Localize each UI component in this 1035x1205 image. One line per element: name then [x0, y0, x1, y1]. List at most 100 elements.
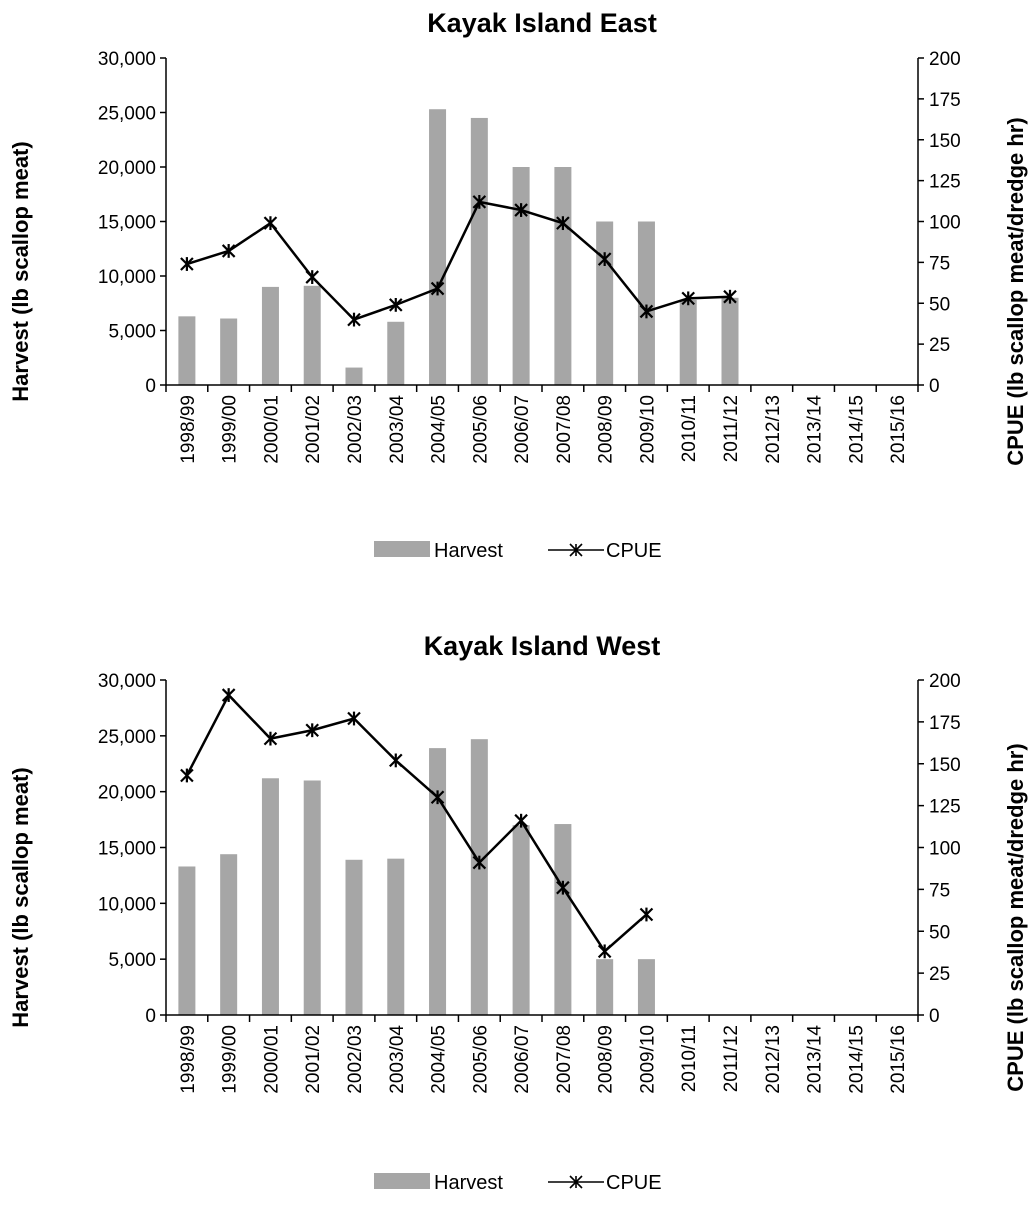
right-tick-label: 100	[929, 839, 961, 860]
x-tick-label: 2010/11	[679, 1025, 700, 1092]
x-tick-label: 2002/03	[345, 1025, 366, 1094]
x-tick-label: 2012/13	[763, 395, 784, 464]
harvest-bar	[554, 824, 572, 1015]
x-tick-label: 2007/08	[554, 395, 575, 464]
legend-cpue-marker	[569, 543, 583, 557]
harvest-bar	[637, 221, 655, 385]
cpue-point	[556, 880, 570, 895]
chart-title: Kayak Island East	[427, 8, 657, 38]
cpue-point	[556, 216, 570, 231]
harvest-bar	[261, 778, 279, 1015]
x-tick-label: 2011/12	[721, 395, 742, 462]
x-tick-label: 2003/04	[387, 395, 408, 464]
right-tick-label: 50	[929, 922, 950, 943]
left-tick-label: 25,000	[98, 727, 156, 748]
left-tick-label: 30,000	[98, 49, 156, 70]
cpue-point	[180, 768, 194, 783]
harvest-bar	[429, 109, 447, 385]
harvest-bar	[512, 167, 530, 385]
right-tick-label: 200	[929, 49, 961, 70]
harvest-bar	[178, 316, 196, 385]
left-axis-title: Harvest (lb scallop meat)	[8, 141, 33, 401]
cpue-point	[263, 731, 278, 746]
harvest-bar	[387, 321, 405, 385]
right-tick-label: 0	[929, 376, 940, 397]
chart-kayak-island-west: Kayak Island West 0 5,000 10,000 15,000 20,00…	[8, 631, 1028, 1194]
left-tick-label: 25,000	[98, 104, 156, 125]
right-tick-label: 175	[929, 90, 961, 111]
harvest-bar	[345, 367, 363, 385]
left-tick-label: 30,000	[98, 671, 156, 692]
left-tick-label: 5,000	[108, 950, 156, 971]
right-tick-label: 200	[929, 671, 961, 692]
harvest-bar	[303, 285, 321, 385]
x-tick-label: 1998/99	[178, 395, 199, 464]
harvest-bar	[261, 286, 279, 385]
right-tick-label: 0	[929, 1006, 940, 1027]
left-tick-label: 20,000	[98, 783, 156, 804]
x-tick-label: 2013/14	[805, 1025, 826, 1094]
x-tick-label: 2005/06	[470, 395, 491, 464]
harvest-bar	[470, 739, 488, 1015]
harvest-bar	[596, 959, 614, 1015]
right-tick-label: 100	[929, 213, 961, 234]
cpue-point	[347, 711, 361, 726]
x-tick-label: 2001/02	[303, 395, 324, 464]
x-tick-label: 2013/14	[805, 395, 826, 464]
harvest-bar	[178, 866, 196, 1015]
cpue-point	[221, 244, 236, 258]
cpue-point	[639, 907, 654, 922]
left-tick-label: 5,000	[108, 322, 156, 343]
harvest-bar	[429, 748, 447, 1015]
right-tick-label: 50	[929, 294, 950, 315]
right-tick-label: 175	[929, 713, 961, 734]
cpue-line	[185, 692, 648, 954]
harvest-bar	[345, 859, 363, 1015]
right-tick-label: 150	[929, 131, 961, 152]
legend-harvest-label: Harvest	[434, 540, 503, 562]
x-tick-label: 2006/07	[512, 395, 533, 464]
x-tick-label: 2000/01	[261, 1025, 282, 1094]
x-tick-label: 2005/06	[470, 1025, 491, 1094]
cpue-point	[472, 855, 487, 870]
chart-title: Kayak Island West	[424, 631, 661, 661]
x-tick-label: 2000/01	[261, 395, 282, 464]
right-axis-title: CPUE (lb scallop meat/dredge hr)	[1003, 117, 1028, 465]
harvest-bar	[220, 854, 238, 1015]
cpue-point	[514, 203, 528, 217]
x-tick-label: 2009/10	[637, 395, 658, 464]
right-tick-label: 125	[929, 172, 961, 193]
cpue-point	[221, 688, 236, 702]
x-tick-label: 2006/07	[512, 1025, 533, 1094]
right-tick-label: 25	[929, 335, 950, 356]
x-tick-label: 2015/16	[888, 1025, 909, 1094]
x-tick-label: 2003/04	[387, 1025, 408, 1094]
left-tick-label: 15,000	[98, 839, 156, 860]
cpue-point	[681, 291, 696, 306]
cpue-point	[597, 252, 612, 267]
cpue-line	[186, 200, 731, 322]
cpue-point	[430, 790, 445, 805]
cpue-point	[305, 270, 320, 284]
cpue-point	[388, 753, 403, 768]
cpue-point	[597, 944, 612, 959]
x-tick-label: 2011/12	[721, 1025, 742, 1092]
left-axis-title: Harvest (lb scallop meat)	[8, 767, 33, 1027]
x-tick-label: 2004/05	[429, 1025, 450, 1094]
cpue-point	[639, 304, 654, 319]
cpue-point	[472, 194, 487, 209]
left-tick-label: 15,000	[98, 213, 156, 234]
x-tick-label: 2012/13	[763, 1025, 784, 1094]
legend-harvest-swatch	[374, 1173, 430, 1189]
harvest-bar	[303, 780, 321, 1015]
cpue-point	[347, 312, 361, 327]
x-tick-label: 2014/15	[846, 1025, 867, 1094]
x-tick-label: 2009/10	[637, 1025, 658, 1094]
cpue-point	[723, 289, 737, 304]
right-tick-label: 25	[929, 964, 950, 985]
harvest-bar	[220, 318, 238, 385]
right-axis-title: CPUE (lb scallop meat/dredge hr)	[1003, 743, 1028, 1091]
x-tick-label: 2008/09	[596, 395, 617, 464]
x-tick-label: 2002/03	[345, 395, 366, 464]
